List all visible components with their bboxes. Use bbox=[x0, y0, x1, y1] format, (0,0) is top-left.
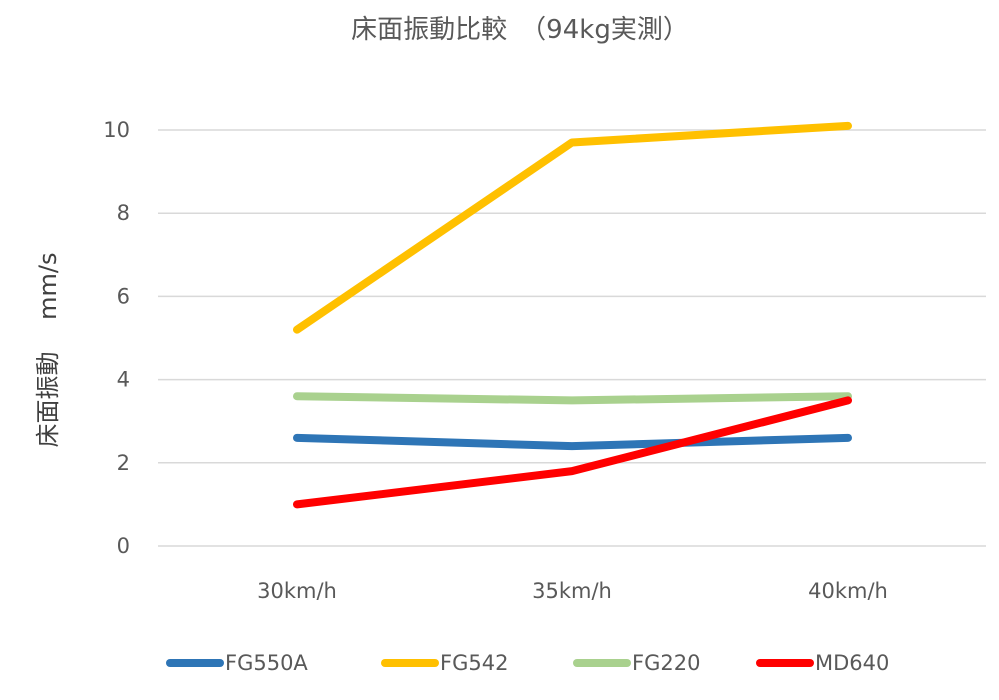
series-line-md640 bbox=[293, 396, 852, 509]
legend-label: FG220 bbox=[632, 651, 700, 675]
legend: FG550A FG542 FG220 MD640 bbox=[166, 651, 889, 675]
legend-label: FG550A bbox=[225, 651, 308, 675]
y-tick-label: 10 bbox=[103, 118, 130, 142]
y-tick-label: 8 bbox=[117, 201, 130, 225]
x-tick-label: 40km/h bbox=[808, 579, 888, 603]
y-axis-label: 床面振動 mm/s bbox=[34, 253, 62, 448]
gridlines bbox=[158, 129, 986, 547]
x-tick-label: 30km/h bbox=[257, 579, 337, 603]
y-tick-label: 6 bbox=[117, 284, 130, 308]
y-tick-label: 0 bbox=[117, 534, 130, 558]
series-lines bbox=[293, 121, 852, 509]
y-tick-label: 4 bbox=[117, 368, 130, 392]
series-line-fg550a bbox=[293, 433, 852, 451]
x-tick-labels: 30km/h 35km/h 40km/h bbox=[257, 579, 888, 603]
legend-label: FG542 bbox=[440, 651, 508, 675]
legend-label: MD640 bbox=[815, 651, 889, 675]
chart-title: 床面振動比較 （94kg実測） bbox=[351, 15, 689, 45]
series-line-fg220 bbox=[293, 392, 852, 405]
y-tick-label: 2 bbox=[117, 451, 130, 475]
series-line-fg542 bbox=[293, 121, 852, 334]
y-tick-labels: 0 2 4 6 8 10 bbox=[103, 118, 130, 558]
x-tick-label: 35km/h bbox=[532, 579, 612, 603]
